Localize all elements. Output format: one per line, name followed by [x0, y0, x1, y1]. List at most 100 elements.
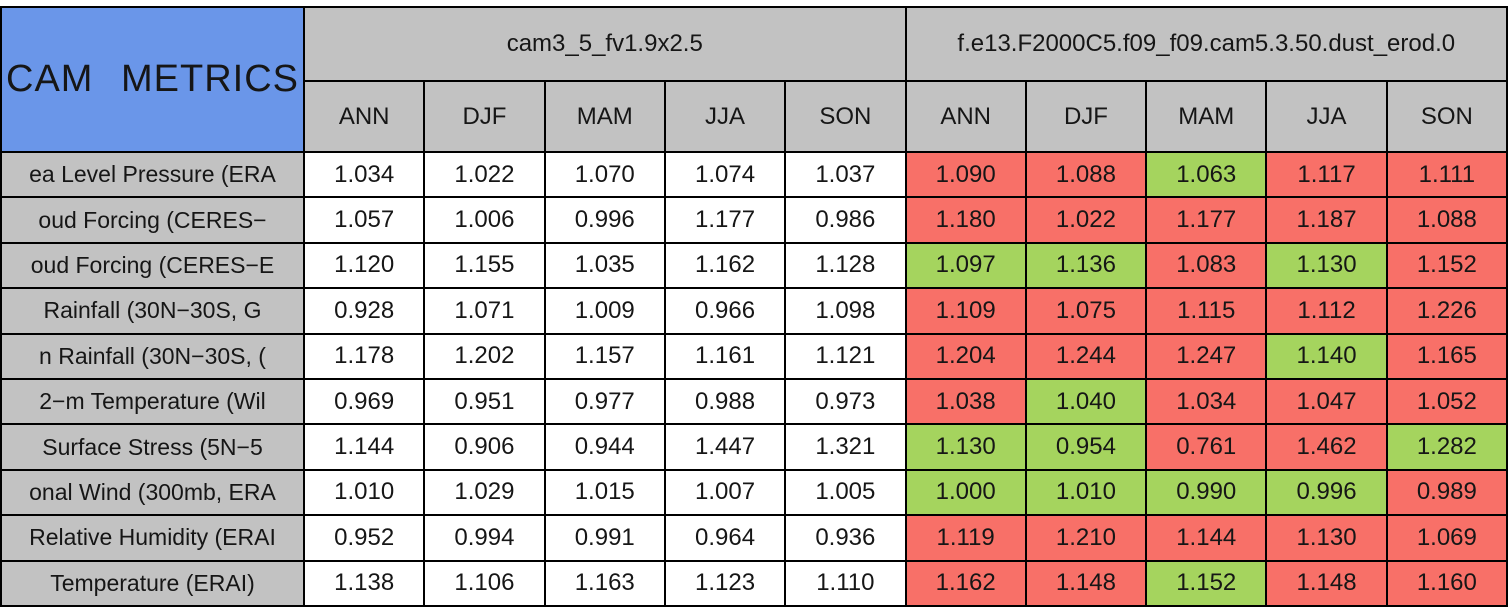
value-cell: 0.966: [665, 289, 787, 335]
value-cell: 1.007: [665, 470, 787, 517]
value-cell: 1.140: [1267, 334, 1388, 380]
season-header-mam: MAM: [545, 82, 666, 153]
value-cell: 0.990: [1147, 470, 1268, 517]
value-cell: 1.148: [1267, 561, 1388, 607]
value-cell: 1.034: [305, 153, 426, 199]
metrics-table: CAM METRICS cam3_5_fv1.9x2.5 f.e13.F2000…: [0, 6, 1508, 607]
row-label: 2−m Temperature (Wil: [2, 380, 305, 426]
value-cell: 1.074: [665, 153, 787, 199]
value-cell: 1.136: [1026, 243, 1148, 290]
value-cell: 1.321: [786, 425, 907, 471]
value-cell: 1.071: [425, 289, 546, 335]
season-header-djf: DJF: [425, 82, 546, 153]
value-cell: 1.111: [1387, 153, 1508, 199]
row-label: Rainfall (30N−30S, G: [2, 289, 305, 335]
value-cell: 1.128: [786, 243, 907, 290]
season-header-son: SON: [786, 82, 907, 153]
value-cell: 1.000: [906, 470, 1027, 517]
row-label: Relative Humidity (ERAI: [2, 516, 305, 562]
row-label: Surface Stress (5N−5: [2, 425, 305, 471]
value-cell: 1.090: [906, 153, 1027, 199]
season-header-mam: MAM: [1147, 82, 1268, 153]
model-header-f-e13: f.e13.F2000C5.f09_f09.cam5.3.50.dust_ero…: [906, 8, 1508, 82]
value-cell: 1.047: [1267, 380, 1388, 426]
value-cell: 0.906: [425, 425, 546, 471]
value-cell: 1.462: [1267, 425, 1388, 471]
value-cell: 1.112: [1267, 289, 1388, 335]
value-cell: 1.115: [1147, 289, 1268, 335]
value-cell: 1.069: [1387, 516, 1508, 562]
value-cell: 1.109: [906, 289, 1027, 335]
value-cell: 0.944: [545, 425, 666, 471]
value-cell: 1.138: [305, 561, 426, 607]
value-cell: 1.010: [305, 470, 426, 517]
season-header-ann: ANN: [305, 82, 426, 153]
value-cell: 1.040: [1026, 380, 1148, 426]
value-cell: 0.969: [305, 380, 426, 426]
value-cell: 0.761: [1147, 425, 1268, 471]
value-cell: 1.178: [305, 334, 426, 380]
value-cell: 1.106: [425, 561, 546, 607]
value-cell: 0.973: [786, 380, 907, 426]
value-cell: 0.951: [425, 380, 546, 426]
value-cell: 1.165: [1387, 334, 1508, 380]
value-cell: 1.177: [1147, 198, 1268, 244]
season-header-son: SON: [1387, 82, 1508, 153]
value-cell: 1.180: [906, 198, 1027, 244]
value-cell: 1.144: [305, 425, 426, 471]
value-cell: 1.029: [425, 470, 546, 517]
value-cell: 1.015: [545, 470, 666, 517]
value-cell: 0.977: [545, 380, 666, 426]
value-cell: 1.244: [1026, 334, 1148, 380]
value-cell: 1.034: [1147, 380, 1268, 426]
value-cell: 1.070: [545, 153, 666, 199]
value-cell: 1.098: [786, 289, 907, 335]
value-cell: 1.117: [1267, 153, 1388, 199]
value-cell: 1.155: [425, 243, 546, 290]
value-cell: 1.009: [545, 289, 666, 335]
value-cell: 1.162: [906, 561, 1027, 607]
value-cell: 0.989: [1387, 470, 1508, 517]
value-cell: 1.130: [906, 425, 1027, 471]
value-cell: 1.202: [425, 334, 546, 380]
value-cell: 1.210: [1026, 516, 1148, 562]
value-cell: 1.088: [1026, 153, 1148, 199]
value-cell: 0.954: [1026, 425, 1148, 471]
value-cell: 0.928: [305, 289, 426, 335]
value-cell: 0.936: [786, 516, 907, 562]
value-cell: 1.097: [906, 243, 1027, 290]
value-cell: 0.991: [545, 516, 666, 562]
season-header-ann: ANN: [906, 82, 1027, 153]
value-cell: 1.052: [1387, 380, 1508, 426]
value-cell: 1.152: [1387, 243, 1508, 290]
value-cell: 1.130: [1267, 516, 1388, 562]
value-cell: 1.187: [1267, 198, 1388, 244]
value-cell: 1.038: [906, 380, 1027, 426]
value-cell: 1.204: [906, 334, 1027, 380]
value-cell: 1.005: [786, 470, 907, 517]
value-cell: 1.157: [545, 334, 666, 380]
value-cell: 1.063: [1147, 153, 1268, 199]
value-cell: 1.161: [665, 334, 787, 380]
value-cell: 1.057: [305, 198, 426, 244]
value-cell: 1.152: [1147, 561, 1268, 607]
value-cell: 0.996: [1267, 470, 1388, 517]
value-cell: 1.163: [545, 561, 666, 607]
value-cell: 0.994: [425, 516, 546, 562]
season-header-jja: JJA: [665, 82, 787, 153]
value-cell: 1.148: [1026, 561, 1148, 607]
value-cell: 0.964: [665, 516, 787, 562]
row-label: ea Level Pressure (ERA: [2, 153, 305, 199]
value-cell: 1.037: [786, 153, 907, 199]
row-label: oud Forcing (CERES−E: [2, 243, 305, 290]
value-cell: 1.144: [1147, 516, 1268, 562]
value-cell: 1.120: [305, 243, 426, 290]
value-cell: 1.226: [1387, 289, 1508, 335]
row-label: oud Forcing (CERES−: [2, 198, 305, 244]
season-header-djf: DJF: [1026, 82, 1148, 153]
row-label: Temperature (ERAI): [2, 561, 305, 607]
value-cell: 1.010: [1026, 470, 1148, 517]
value-cell: 1.022: [1026, 198, 1148, 244]
value-cell: 1.035: [545, 243, 666, 290]
